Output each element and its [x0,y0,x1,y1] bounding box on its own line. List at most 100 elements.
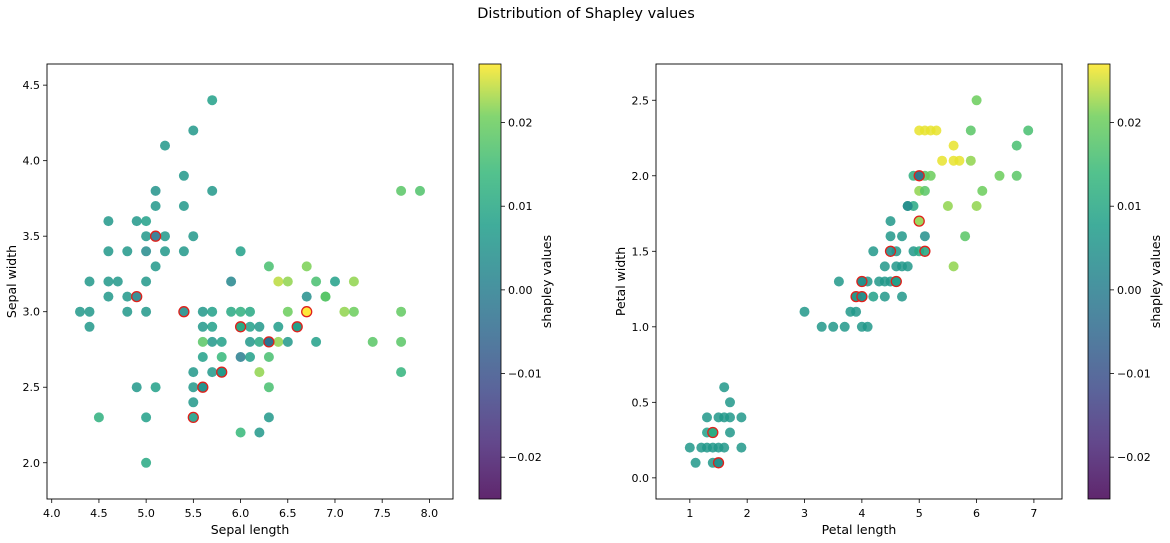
y-tick-label: 1.0 [632,321,650,334]
data-point [226,306,237,317]
data-point [977,185,988,196]
data-point [141,231,152,242]
data-point [188,125,199,136]
data-point [160,231,170,242]
y-axis-label: Petal width [613,247,628,316]
data-point [103,291,114,302]
data-point [885,231,896,242]
data-point [725,412,735,423]
highlighted-point [707,426,719,439]
data-point [396,306,407,317]
data-point [141,306,152,317]
x-tick-label: 2 [744,507,751,520]
data-point [828,321,839,332]
highlighted-point [856,290,868,303]
data-point [245,321,255,332]
data-point [141,457,152,468]
y-tick-label: 2.0 [23,457,41,470]
data-point [141,412,152,423]
data-point [216,352,227,362]
data-point [719,442,730,453]
data-point [84,306,95,317]
data-point [942,201,953,211]
data-point [719,382,730,393]
data-point [348,306,359,317]
data-point [131,382,142,393]
highlighted-point [131,290,143,303]
data-point [690,457,701,468]
data-point [994,170,1005,181]
highlighted-point [291,321,303,333]
data-point [178,246,189,257]
data-point [254,427,265,438]
data-point [112,276,123,287]
data-point [902,261,913,272]
colorbar-tick-label: −0.01 [508,368,542,381]
data-point [311,336,322,347]
y-tick-label: 3.0 [23,306,41,319]
colorbar-tick-label: 0.01 [508,200,533,213]
x-tick-label: 5.0 [137,507,155,520]
data-point [178,201,189,211]
data-point [245,306,255,317]
data-point [816,321,827,332]
data-point [245,352,255,362]
data-point [868,246,879,257]
data-point [282,276,293,287]
data-point [245,336,255,347]
data-point [919,185,930,196]
data-point [367,336,378,347]
colorbar [1087,63,1111,500]
data-point [282,336,293,347]
data-point [885,216,896,227]
data-point [320,291,331,302]
data-point [160,246,170,257]
data-point [235,427,246,438]
data-point [282,306,293,317]
petal-scatter-panel: 1 2 3 4 5 6 7 0.0 0.5 1.0 1.5 2.0 2.5 Petal length Pet… [613,63,1163,537]
data-point [263,261,274,272]
data-point [103,276,114,287]
highlighted-point [301,306,313,318]
data-point [178,170,189,181]
x-tick-label: 4 [858,507,865,520]
data-point [207,367,218,378]
highlighted-point [263,336,275,348]
y-tick-label: 2.0 [632,170,650,183]
colorbar-tick-label: 0.00 [1117,284,1142,297]
x-tick-label: 5 [916,507,923,520]
data-point [897,231,907,242]
data-point [948,261,959,272]
data-point [235,352,246,362]
data-point [197,306,208,317]
y-tick-label: 2.5 [632,94,650,107]
x-axis-label: Sepal length [211,522,290,537]
data-point [207,185,218,196]
data-point [1011,140,1022,151]
highlighted-point [216,366,228,378]
data-points [684,95,1034,469]
highlighted-point [856,275,868,288]
data-points [75,95,425,468]
data-point [1011,170,1022,181]
data-point [965,155,976,166]
y-tick-label: 1.5 [632,245,650,258]
data-point [122,291,133,302]
colorbar-label: shapley values [1148,235,1163,328]
highlighted-point [187,411,199,424]
colorbar-tick-label: −0.02 [508,451,542,464]
colorbar [478,63,502,500]
y-tick-label: 0.5 [632,396,650,409]
data-point [301,291,312,302]
data-point [197,352,208,362]
data-point [131,216,142,227]
data-point [396,367,407,378]
data-point [311,276,322,287]
data-point [188,382,199,393]
x-tick-label: 7 [1030,507,1037,520]
data-point [931,125,942,136]
highlighted-point [149,230,162,242]
data-point [301,261,312,272]
data-point [254,336,265,347]
x-tick-label: 4.0 [43,507,61,520]
